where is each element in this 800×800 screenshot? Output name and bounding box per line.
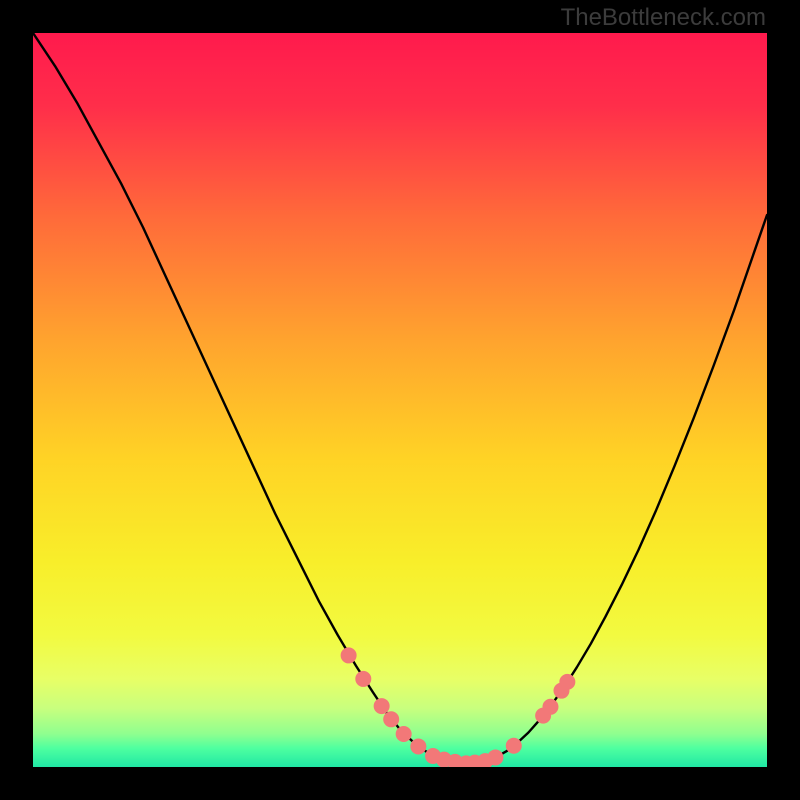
datapoint-marker	[396, 726, 411, 741]
datapoint-marker	[488, 750, 503, 765]
chart-svg-layer	[33, 33, 767, 767]
bottleneck-curve	[33, 33, 767, 763]
chart-plot-area	[33, 33, 767, 767]
datapoint-marker	[411, 739, 426, 754]
datapoint-marker	[341, 648, 356, 663]
datapoint-marker	[506, 738, 521, 753]
datapoint-marker	[384, 712, 399, 727]
datapoint-marker	[356, 671, 371, 686]
datapoint-marker	[543, 699, 558, 714]
datapoint-marker	[560, 674, 575, 689]
datapoint-marker	[374, 699, 389, 714]
watermark-text: TheBottleneck.com	[561, 4, 766, 32]
